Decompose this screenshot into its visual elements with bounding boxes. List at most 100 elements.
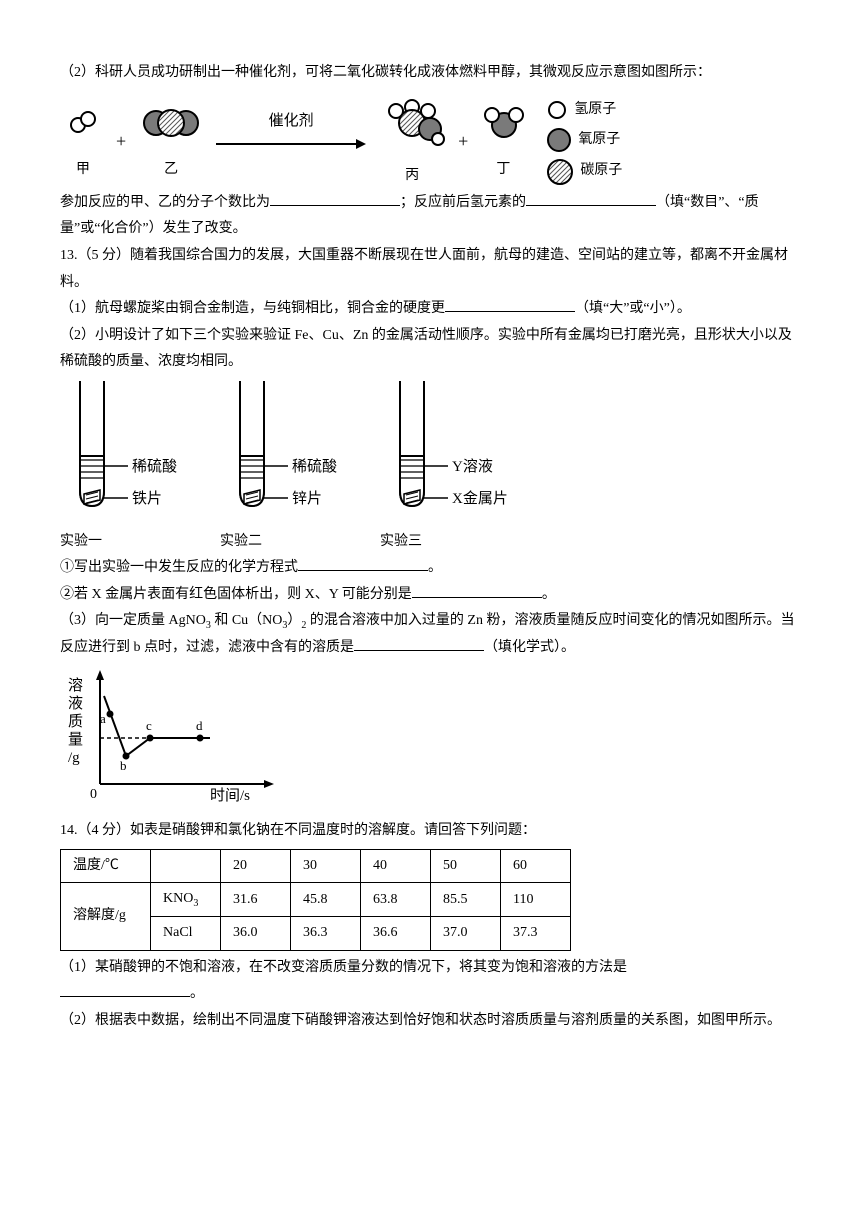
- mol-d: 丁: [478, 99, 528, 184]
- th-30: 30: [291, 849, 361, 883]
- svg-text:b: b: [120, 758, 127, 773]
- q13-p2-intro: （2）小明设计了如下三个实验来验证 Fe、Cu、Zn 的金属活动性顺序。实验中所…: [60, 323, 800, 376]
- svg-text:a: a: [100, 711, 106, 726]
- kno3-30: 45.8: [291, 883, 361, 917]
- svg-text:d: d: [196, 718, 203, 733]
- mol-b-svg: [136, 99, 206, 145]
- legend-o-label: 氧原子: [578, 127, 620, 154]
- blank-solute[interactable]: [354, 636, 484, 651]
- q12-p2m: ；反应前后氢元素的: [400, 195, 526, 210]
- q14-p1-blank: 。: [60, 981, 800, 1008]
- blank-hardness[interactable]: [445, 297, 575, 312]
- tube2-cap: 实验二: [220, 529, 350, 556]
- blank-xy[interactable]: [412, 582, 542, 597]
- mol-c-label: 丙: [376, 163, 448, 190]
- tube3-acid: Y溶液: [452, 458, 493, 475]
- legend-o: 氧原子: [546, 127, 622, 154]
- q12-p2a: 参加反应的甲、乙的分子个数比为: [60, 195, 270, 210]
- q14-head: 14.（4 分）如表是硝酸钾和氯化钠在不同温度时的溶解度。请回答下列问题：: [60, 818, 800, 845]
- q13-p1b: （填“大”或“小”）。: [575, 301, 691, 316]
- table-row: 溶解度/g KNO3 31.6 45.8 63.8 85.5 110: [61, 883, 571, 917]
- blank-element[interactable]: [526, 190, 656, 205]
- catalyst-label: 催化剂: [216, 107, 366, 136]
- mol-a-label: 甲: [60, 157, 106, 184]
- yl3: 量: [68, 732, 83, 748]
- xlabel: 时间/s: [210, 787, 250, 804]
- th-50: 50: [431, 849, 501, 883]
- q13-q2-2p: 。: [542, 587, 556, 602]
- q13-q2-1: ①写出实验一中发生反应的化学方程式 。: [60, 555, 800, 582]
- th-sol: 溶解度/g: [61, 883, 151, 950]
- nacl-label: NaCl: [151, 917, 221, 951]
- legend-h: 氢原子: [546, 97, 622, 124]
- mol-b: 乙: [136, 99, 206, 184]
- nacl-40: 36.6: [361, 917, 431, 951]
- reaction-diagram: 甲 + 乙 催化剂: [60, 93, 800, 190]
- blank-ratio[interactable]: [270, 190, 400, 205]
- mol-c: 丙: [376, 93, 448, 190]
- graph-svg: 溶 液 质 量 /g 0 时间/s a b c d: [60, 666, 290, 806]
- q13-p1: （1）航母螺旋桨由铜合金制造，与纯铜相比，铜合金的硬度更 （填“大”或“小”）。: [60, 296, 800, 323]
- blank-equation[interactable]: [298, 556, 428, 571]
- q12-p2-fill: 参加反应的甲、乙的分子个数比为；反应前后氢元素的（填“数目”、“质量”或“化合价…: [60, 190, 800, 243]
- kno3-20: 31.6: [221, 883, 291, 917]
- nacl-50: 37.0: [431, 917, 501, 951]
- q12-p2-intro: （2）科研人员成功研制出一种催化剂，可将二氧化碳转化成液体燃料甲醇，其微观反应示…: [60, 60, 800, 87]
- atom-legend: 氢原子 氧原子 碳原子: [546, 97, 622, 186]
- kno3-50: 85.5: [431, 883, 501, 917]
- q13-q2-1p: 。: [428, 560, 442, 575]
- tube1-cap: 实验一: [60, 529, 190, 556]
- tube-3-svg: Y溶液 X金属片: [380, 376, 530, 516]
- tube2-acid: 稀硫酸: [292, 458, 337, 475]
- svg-text:c: c: [146, 718, 152, 733]
- tubes-row: 稀硫酸 铁片 实验一 稀硫酸 锌片 实验二 Y溶液 X金属片: [60, 376, 800, 555]
- q14-p1end: 。: [190, 986, 204, 1001]
- th-blank: [151, 849, 221, 883]
- plus-2: +: [458, 124, 468, 158]
- q13-p3b: 和 Cu（NO: [211, 613, 283, 628]
- q13-head: 13.（5 分）随着我国综合国力的发展，大国重器不断展现在世人面前，航母的建造、…: [60, 243, 800, 296]
- q13-p3a: （3）向一定质量 AgNO: [60, 613, 206, 628]
- th-temp: 温度/℃: [61, 849, 151, 883]
- yl4: /g: [68, 750, 80, 766]
- kno3-label: KNO3: [151, 883, 221, 917]
- mol-c-svg: [376, 93, 448, 151]
- th-60: 60: [501, 849, 571, 883]
- mol-d-label: 丁: [478, 157, 528, 184]
- mol-a: 甲: [60, 99, 106, 184]
- mol-a-svg: [60, 99, 106, 145]
- q14-p1: （1）某硝酸钾的不饱和溶液，在不改变溶质质量分数的情况下，将其变为饱和溶液的方法…: [60, 955, 800, 982]
- q14-p1a: （1）某硝酸钾的不饱和溶液，在不改变溶质质量分数的情况下，将其变为饱和溶液的方法…: [60, 960, 627, 975]
- q13-q2-1a: ①写出实验一中发生反应的化学方程式: [60, 560, 298, 575]
- nacl-60: 37.3: [501, 917, 571, 951]
- table-row: 温度/℃ 20 30 40 50 60: [61, 849, 571, 883]
- nacl-20: 36.0: [221, 917, 291, 951]
- tube-2-svg: 稀硫酸 锌片: [220, 376, 350, 516]
- svg-text:0: 0: [90, 787, 97, 802]
- legend-h-label: 氢原子: [574, 97, 616, 124]
- tube-3: Y溶液 X金属片 实验三: [380, 376, 530, 555]
- blank-method[interactable]: [60, 982, 190, 997]
- tube1-acid: 稀硫酸: [132, 458, 177, 475]
- tube3-cap: 实验三: [380, 529, 530, 556]
- mass-time-graph: 溶 液 质 量 /g 0 时间/s a b c d: [60, 666, 800, 817]
- legend-c-label: 碳原子: [580, 158, 622, 185]
- tube-1-svg: 稀硫酸 铁片: [60, 376, 190, 516]
- th-20: 20: [221, 849, 291, 883]
- tube2-metal: 锌片: [292, 490, 322, 507]
- legend-c: 碳原子: [546, 158, 622, 186]
- tube-2: 稀硫酸 锌片 实验二: [220, 376, 350, 555]
- th-40: 40: [361, 849, 431, 883]
- q13-p3: （3）向一定质量 AgNO3 和 Cu（NO3）2 的混合溶液中加入过量的 Zn…: [60, 608, 800, 661]
- yl2: 质: [68, 713, 83, 730]
- yl0: 溶: [68, 677, 83, 694]
- q13-q2-2a: ②若 X 金属片表面有红色固体析出，则 X、Y 可能分别是: [60, 587, 412, 602]
- q14-p2: （2）根据表中数据，绘制出不同温度下硝酸钾溶液达到恰好饱和状态时溶质质量与溶剂质…: [60, 1008, 800, 1035]
- kno3-60: 110: [501, 883, 571, 917]
- tube1-metal: 铁片: [132, 490, 162, 507]
- q13-p3c: ）: [287, 613, 301, 628]
- q13-p1a: （1）航母螺旋桨由铜合金制造，与纯铜相比，铜合金的硬度更: [60, 301, 445, 316]
- tube3-metal: X金属片: [452, 490, 508, 507]
- mol-b-label: 乙: [136, 157, 206, 184]
- plus-1: +: [116, 124, 126, 158]
